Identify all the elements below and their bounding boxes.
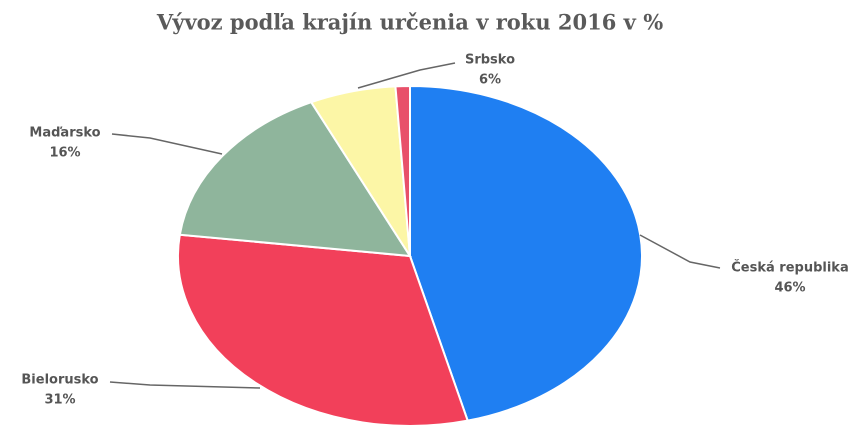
slice-label: Maďarsko	[29, 126, 100, 141]
slice-value-label: 31%	[44, 393, 75, 408]
pie-slice	[177, 233, 470, 427]
leader-line	[109, 381, 261, 389]
slice-label: Bielorusko	[21, 373, 98, 388]
slice-label: Česká republika	[731, 260, 848, 276]
leader-line	[639, 234, 721, 269]
slice-value-label: 46%	[774, 281, 805, 296]
pie-slice	[409, 84, 643, 422]
slice-value-label: 16%	[49, 146, 80, 161]
chart-title: Vývoz podľa krajín určenia v roku 2016 v…	[156, 10, 663, 35]
slice-value-label: 6%	[479, 73, 501, 88]
leader-line	[111, 133, 223, 155]
pie-slice	[178, 100, 412, 258]
leader-line	[357, 62, 456, 89]
slice-label: Srbsko	[465, 53, 515, 68]
pie-slice	[394, 84, 411, 257]
